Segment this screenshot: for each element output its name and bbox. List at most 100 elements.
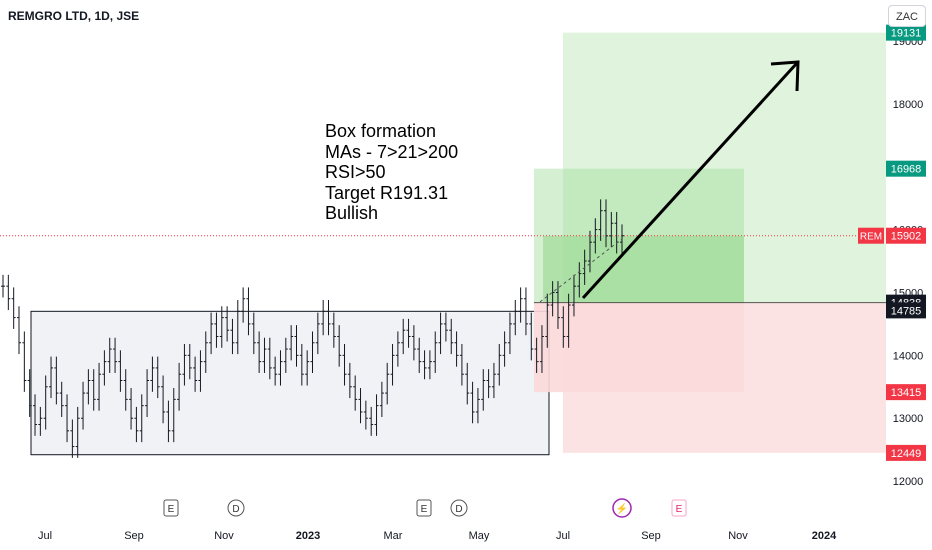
price-bar (358, 388, 363, 424)
target-zone-inner-core (543, 235, 744, 303)
price-bar (27, 369, 32, 417)
price-bar (550, 281, 555, 317)
price-bar (235, 300, 240, 355)
price-bar (609, 211, 614, 248)
price-bar (129, 388, 134, 430)
x-tick-label: Nov (728, 530, 748, 542)
price-bar (267, 337, 272, 380)
price-bar (465, 362, 470, 405)
event-marker-letter: E (421, 504, 428, 515)
price-bar (417, 337, 422, 373)
event-markers[interactable]: E D E D ⚡ E (163, 498, 687, 518)
event-marker-dividend[interactable]: D (227, 499, 245, 517)
x-tick-label: Nov (214, 530, 234, 542)
price-bar (598, 199, 603, 241)
target-arrow[interactable] (581, 60, 800, 300)
x-axis[interactable]: Jul Sep Nov 2023 Mar May Jul Sep Nov 2024 (38, 530, 837, 542)
event-marker-earnings-future[interactable]: E (671, 499, 687, 517)
price-bar (449, 318, 454, 355)
price-bar (321, 300, 326, 336)
event-marker-dividend[interactable]: D (450, 499, 468, 517)
price-bar (443, 312, 448, 342)
stop-zone-inner[interactable] (534, 302, 744, 393)
price-bar (294, 325, 299, 367)
price-bar (353, 375, 358, 411)
price-bar (497, 344, 502, 386)
price-tag-stop-outer: 12449 (886, 444, 926, 461)
price-bar (513, 300, 518, 336)
price-bar (481, 369, 486, 411)
y-axis[interactable]: 1200013000140001500016000170001800019000 (893, 36, 924, 488)
price-bar (97, 362, 102, 411)
y-tick-label: 12000 (893, 476, 924, 488)
price-bar (401, 318, 406, 355)
price-tag-last: 15902 (886, 227, 926, 244)
price-tag-text: 19131 (891, 28, 922, 40)
price-bar (470, 381, 475, 424)
price-bar (283, 337, 288, 373)
x-tick-label: Mar (384, 530, 403, 542)
price-bar (385, 362, 390, 405)
price-bar (502, 331, 507, 367)
price-bar (134, 406, 139, 443)
price-bar (545, 293, 550, 348)
price-bar (593, 218, 598, 254)
x-tick-label: Jul (38, 530, 52, 542)
x-tick-label: 2024 (812, 530, 837, 542)
price-bar (369, 406, 374, 436)
price-bar (561, 306, 566, 348)
price-bar (390, 344, 395, 386)
price-bar (438, 312, 443, 355)
price-bar (150, 356, 155, 392)
price-bar (411, 325, 416, 361)
price-bar (363, 400, 368, 430)
price-bar (81, 381, 86, 430)
price-bar (523, 287, 528, 336)
price-bar (219, 306, 224, 348)
price-bar (257, 331, 262, 373)
price-tag-text: 16968 (891, 164, 922, 176)
price-bar (299, 344, 304, 386)
price-bar (123, 369, 128, 411)
price-bar (587, 230, 592, 273)
price-bar (305, 350, 310, 386)
arrow-head (770, 60, 800, 92)
event-marker-earnings[interactable]: E (416, 499, 432, 517)
price-bar (43, 375, 48, 430)
event-marker-earnings[interactable]: E (163, 499, 179, 517)
price-bar (422, 350, 427, 380)
price-bar (326, 300, 331, 336)
price-bar (427, 350, 432, 380)
consolidation-box[interactable] (30, 310, 550, 456)
currency-button[interactable]: ZAC (888, 5, 926, 27)
price-bar (177, 362, 182, 411)
price-bar (529, 312, 534, 361)
event-marker-flash[interactable]: ⚡ (612, 498, 632, 518)
event-marker-letter: E (168, 504, 175, 515)
price-bar (70, 419, 75, 458)
x-tick-label: Sep (641, 530, 661, 542)
annotation-line: Box formation (325, 121, 437, 141)
price-bar (59, 381, 64, 417)
price-bar (38, 406, 43, 436)
price-bar (22, 331, 27, 392)
annotation-text[interactable]: Box formation MAs - 7>21>200 RSI>50 Targ… (325, 121, 458, 224)
price-bar (166, 400, 171, 443)
price-bar (209, 312, 214, 355)
price-bar (262, 337, 267, 373)
price-bar (491, 362, 496, 399)
price-bar (102, 350, 107, 386)
price-bar (171, 388, 176, 443)
price-bar (331, 312, 336, 348)
event-marker-letter: E (676, 504, 683, 515)
price-bar (214, 312, 219, 348)
price-bar (571, 274, 576, 317)
annotation-line: Target R191.31 (325, 182, 449, 203)
annotation-line: MAs - 7>21>200 (325, 141, 459, 162)
annotation-line: Bullish (325, 203, 379, 223)
trend-dashed-line (539, 238, 623, 303)
price-bar (107, 337, 112, 373)
price-bar (566, 293, 571, 348)
annotation-line: RSI>50 (325, 162, 386, 182)
